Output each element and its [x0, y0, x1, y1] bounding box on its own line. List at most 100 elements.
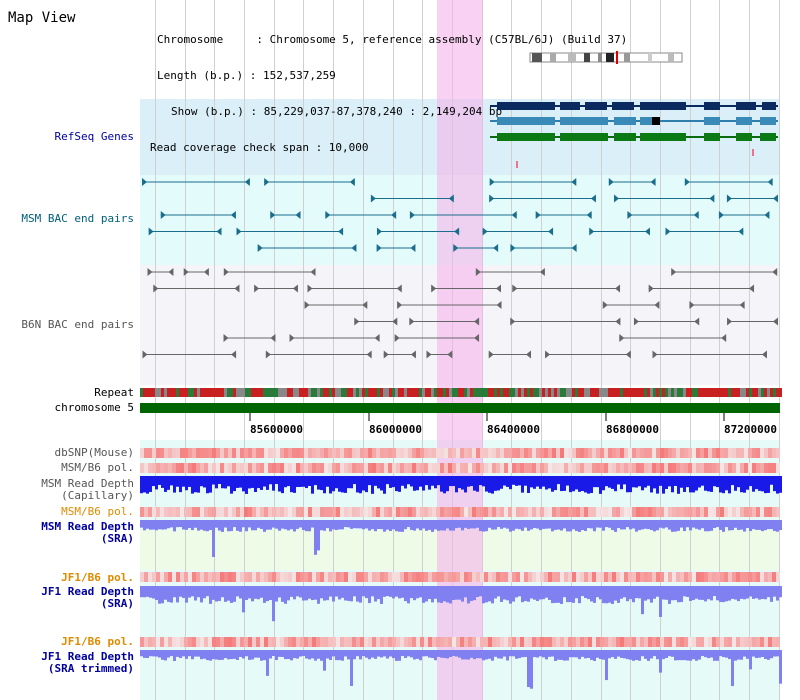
bac-end-marker[interactable] [362, 301, 368, 309]
jf1-b6-pol-strip[interactable] [0, 572, 800, 583]
bac-end-marker[interactable] [148, 227, 154, 236]
bac-end-marker[interactable] [525, 350, 531, 359]
bac-end-marker[interactable] [338, 227, 344, 236]
bac-end-marker[interactable] [216, 227, 222, 236]
bac-end-marker[interactable] [396, 284, 402, 293]
bac-end-marker[interactable] [295, 211, 301, 219]
bac-end-marker[interactable] [409, 211, 415, 219]
bac-end-marker[interactable] [391, 211, 397, 219]
chromosome-bar[interactable] [140, 403, 780, 413]
bac-end-marker[interactable] [168, 268, 174, 276]
bac-end-marker[interactable] [160, 211, 166, 219]
bac-end-marker[interactable] [292, 284, 298, 293]
gene-row-green[interactable] [490, 133, 778, 141]
bac-end-marker[interactable] [496, 284, 502, 293]
bac-end-marker[interactable] [142, 178, 148, 186]
bac-end-marker[interactable] [231, 350, 237, 359]
bac-end-marker[interactable] [493, 244, 499, 252]
refseq-genes-track[interactable] [0, 95, 800, 175]
bac-end-marker[interactable] [684, 178, 690, 186]
dbsnp-strip[interactable] [0, 448, 800, 459]
bac-end-marker[interactable] [257, 244, 263, 252]
bac-end-marker[interactable] [764, 211, 770, 219]
bac-end-marker[interactable] [230, 211, 236, 219]
bac-end-marker[interactable] [615, 317, 621, 326]
bac-end-marker[interactable] [602, 301, 608, 309]
bac-end-marker[interactable] [376, 244, 382, 252]
bac-end-marker[interactable] [613, 194, 619, 203]
bac-end-marker[interactable] [510, 317, 516, 326]
bac-end-marker[interactable] [671, 268, 677, 276]
bac-end-marker[interactable] [475, 268, 481, 276]
gene-row-dark[interactable] [490, 102, 778, 110]
gene-row-blue[interactable] [490, 117, 778, 125]
bac-end-marker[interactable] [234, 284, 240, 293]
bac-end-marker[interactable] [147, 268, 153, 276]
bac-end-marker[interactable] [709, 194, 715, 203]
bac-end-marker[interactable] [474, 334, 480, 342]
bac-end-marker[interactable] [511, 211, 517, 219]
bac-end-marker[interactable] [625, 350, 631, 359]
bac-end-marker[interactable] [571, 178, 577, 186]
bac-end-marker[interactable] [354, 317, 360, 326]
jf1-b6-pol-strip-2[interactable] [0, 637, 800, 648]
msm-depth-sra-track[interactable] [0, 520, 800, 558]
bac-end-marker[interactable] [223, 334, 229, 342]
bac-end-marker[interactable] [761, 350, 767, 359]
bac-end-marker[interactable] [454, 227, 460, 236]
bac-end-marker[interactable] [726, 194, 732, 203]
bac-end-marker[interactable] [489, 194, 495, 203]
bac-end-marker[interactable] [264, 178, 270, 186]
bac-end-marker[interactable] [392, 317, 398, 326]
bac-end-marker[interactable] [749, 284, 755, 293]
jf1-depth-trimmed-track[interactable] [0, 650, 800, 692]
bac-end-marker[interactable] [410, 244, 416, 252]
bac-end-marker[interactable] [370, 194, 376, 203]
bac-end-marker[interactable] [265, 350, 271, 359]
bac-end-marker[interactable] [310, 268, 316, 276]
bac-end-marker[interactable] [539, 268, 545, 276]
bac-end-marker[interactable] [488, 350, 494, 359]
bac-end-marker[interactable] [397, 301, 403, 309]
bac-end-marker[interactable] [223, 268, 229, 276]
bac-end-marker[interactable] [608, 178, 614, 186]
selection-highlight[interactable] [437, 0, 483, 700]
bac-end-marker[interactable] [453, 244, 459, 252]
jf1-depth-sra-track[interactable] [0, 586, 800, 622]
msm-depth-capillary-track[interactable] [0, 476, 800, 496]
bac-end-marker[interactable] [409, 317, 415, 326]
bac-end-marker[interactable] [727, 317, 733, 326]
bac-end-marker[interactable] [448, 194, 454, 203]
bac-end-marker[interactable] [589, 227, 595, 236]
bac-end-marker[interactable] [650, 178, 656, 186]
bac-end-marker[interactable] [236, 227, 242, 236]
bac-end-marker[interactable] [366, 350, 372, 359]
bac-end-marker[interactable] [482, 227, 488, 236]
repeat-track[interactable] [0, 388, 800, 398]
bac-end-marker[interactable] [383, 350, 389, 359]
msm-bac-pairs-track[interactable] [0, 175, 800, 265]
bac-end-marker[interactable] [270, 334, 276, 342]
bac-end-marker[interactable] [426, 350, 432, 359]
bac-end-marker[interactable] [615, 284, 621, 293]
bac-end-marker[interactable] [739, 301, 745, 309]
bac-end-marker[interactable] [718, 211, 724, 219]
bac-end-marker[interactable] [665, 227, 671, 236]
bac-end-marker[interactable] [619, 334, 625, 342]
bac-end-marker[interactable] [586, 211, 592, 219]
bac-end-marker[interactable] [721, 334, 727, 342]
bac-end-marker[interactable] [376, 227, 382, 236]
bac-end-marker[interactable] [351, 244, 357, 252]
bac-end-marker[interactable] [689, 301, 695, 309]
bac-end-marker[interactable] [548, 227, 554, 236]
bac-end-marker[interactable] [545, 350, 551, 359]
bac-end-marker[interactable] [633, 317, 639, 326]
bac-end-marker[interactable] [394, 334, 400, 342]
bac-end-marker[interactable] [474, 317, 480, 326]
msm-b6-pol-strip-2[interactable] [0, 507, 800, 518]
bac-end-marker[interactable] [738, 227, 744, 236]
bac-end-marker[interactable] [773, 194, 778, 203]
bac-end-marker[interactable] [183, 268, 189, 276]
bac-end-marker[interactable] [571, 244, 577, 252]
bac-end-marker[interactable] [648, 284, 654, 293]
